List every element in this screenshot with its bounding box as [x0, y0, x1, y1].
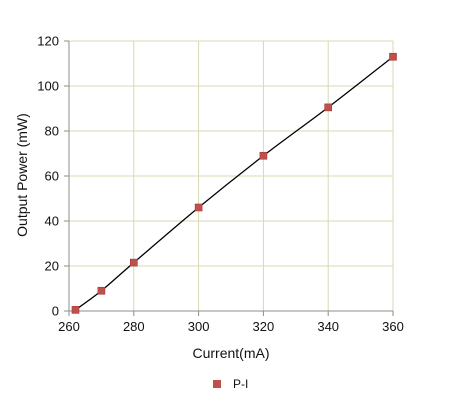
- y-tick-label-20: 20: [45, 259, 59, 274]
- x-tick-label-340: 340: [317, 319, 339, 334]
- tick-labels: 260 280 300 320 340 360 0 20 40 60 80 100 120: [37, 34, 404, 335]
- y-axis-title: Output Power (mW): [14, 113, 30, 237]
- x-tick-label-320: 320: [253, 319, 275, 334]
- y-tick-label-60: 60: [45, 169, 59, 184]
- x-tick-label-300: 300: [188, 319, 210, 334]
- data-point-270: [97, 286, 106, 295]
- legend-label-p-i: P-I: [233, 377, 248, 391]
- y-tick-label-0: 0: [52, 304, 59, 319]
- series-line-p-i: [75, 56, 394, 311]
- grid-lines: [68, 40, 394, 312]
- data-point-340: [324, 103, 333, 112]
- y-tick-label-120: 120: [37, 34, 59, 49]
- data-point-300: [194, 203, 203, 212]
- y-tick-label-40: 40: [45, 214, 59, 229]
- data-point-320: [259, 151, 268, 160]
- legend: P-I: [213, 377, 248, 391]
- y-tick-label-80: 80: [45, 124, 59, 139]
- axes: [64, 40, 394, 316]
- y-tick-label-100: 100: [37, 79, 59, 94]
- x-axis-title: Current(mA): [192, 345, 269, 361]
- data-point-280: [130, 258, 138, 267]
- x-tick-label-360: 360: [382, 319, 404, 334]
- x-tick-label-280: 280: [123, 319, 145, 334]
- x-tick-label-260: 260: [58, 319, 80, 334]
- series-markers: [71, 52, 397, 314]
- data-point-262: [71, 306, 80, 314]
- data-point-360: [389, 52, 397, 61]
- legend-marker-p-i: [213, 380, 221, 388]
